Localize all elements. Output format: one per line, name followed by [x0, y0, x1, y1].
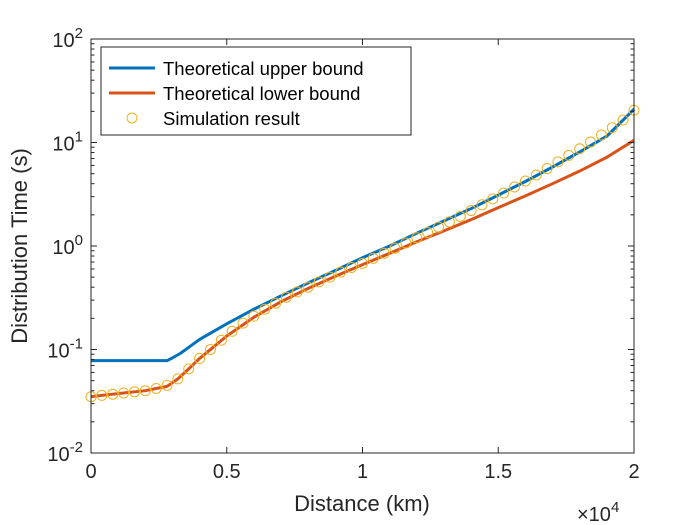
simulation-point	[204, 344, 216, 355]
simulation-point	[465, 205, 477, 217]
simulation-point	[291, 286, 303, 298]
simulation-point	[248, 310, 260, 322]
simulation-point	[161, 379, 173, 391]
simulation-point	[313, 276, 325, 288]
simulation-point	[541, 163, 553, 175]
x-tick-label: 1.5	[484, 461, 512, 483]
simulation-point	[530, 169, 542, 181]
y-tick-label: 10-1	[47, 336, 83, 363]
x-multiplier-base: ×10	[577, 504, 611, 525]
x-tick-label: 0.5	[213, 461, 241, 483]
x-multiplier-exponent: 4	[611, 499, 619, 516]
x-axis-label: Distance (km)	[294, 491, 430, 516]
simulation-point	[411, 232, 423, 244]
simulation-point	[498, 187, 510, 199]
simulation-point	[443, 216, 455, 228]
y-tick-label: 102	[52, 25, 83, 52]
legend-label-upper: Theoretical upper bound	[163, 58, 364, 79]
simulation-point	[215, 334, 227, 346]
simulation-point	[509, 181, 521, 193]
simulation-point	[519, 175, 531, 187]
simulation-point	[128, 386, 140, 398]
simulation-point	[237, 317, 249, 329]
simulation-point	[150, 382, 162, 394]
simulation-point	[552, 156, 564, 168]
y-axis-label: Distribution Time (s)	[7, 148, 32, 344]
legend: Theoretical upper bound Theoretical lowe…	[100, 46, 412, 136]
simulation-point	[378, 247, 390, 259]
simulation-point	[259, 303, 271, 315]
legend-box	[100, 46, 412, 136]
simulation-point	[302, 281, 314, 293]
simulation-point	[400, 237, 412, 249]
simulation-point	[367, 252, 379, 264]
simulation-point	[335, 266, 347, 278]
x-tick-label: 1	[357, 461, 368, 483]
simulation-point	[433, 221, 445, 233]
simulation-point	[96, 389, 108, 401]
simulation-point	[389, 242, 401, 254]
simulation-point	[617, 114, 629, 126]
simulation-point	[574, 143, 586, 155]
simulation-point	[487, 193, 499, 205]
x-tick-label: 2	[628, 461, 639, 483]
x-multiplier-label: ×104	[577, 499, 619, 525]
legend-swatch-simulation	[126, 112, 138, 124]
legend-label-lower: Theoretical lower bound	[163, 83, 360, 104]
y-tick-label: 101	[52, 129, 83, 156]
simulation-point	[346, 261, 358, 273]
simulation-point	[183, 363, 195, 375]
ticks-layer: 0 0.5 1 1.5 2 10-2 10-1 100 101 102	[47, 25, 639, 483]
simulation-point	[422, 227, 434, 239]
simulation-point	[563, 149, 575, 161]
simulation-point	[118, 387, 130, 399]
simulation-point	[324, 271, 336, 283]
legend-label-simulation: Simulation result	[163, 108, 300, 129]
simulation-point	[139, 385, 151, 397]
simulation-point	[194, 352, 206, 364]
simulation-point	[606, 122, 618, 134]
y-tick-label: 10-2	[47, 439, 83, 466]
simulation-point	[107, 388, 119, 400]
simulation-point	[357, 257, 368, 269]
simulation-point	[280, 291, 292, 303]
series-layer	[85, 104, 640, 403]
simulation-point	[595, 129, 607, 141]
simulation-point	[270, 297, 282, 309]
simulation-point	[226, 325, 238, 337]
y-tick-label: 100	[52, 232, 83, 259]
simulation-point	[172, 373, 184, 385]
simulation-point	[476, 199, 488, 211]
x-tick-label: 0	[85, 461, 96, 483]
simulation-point	[454, 210, 466, 222]
simulation-point	[585, 136, 597, 148]
